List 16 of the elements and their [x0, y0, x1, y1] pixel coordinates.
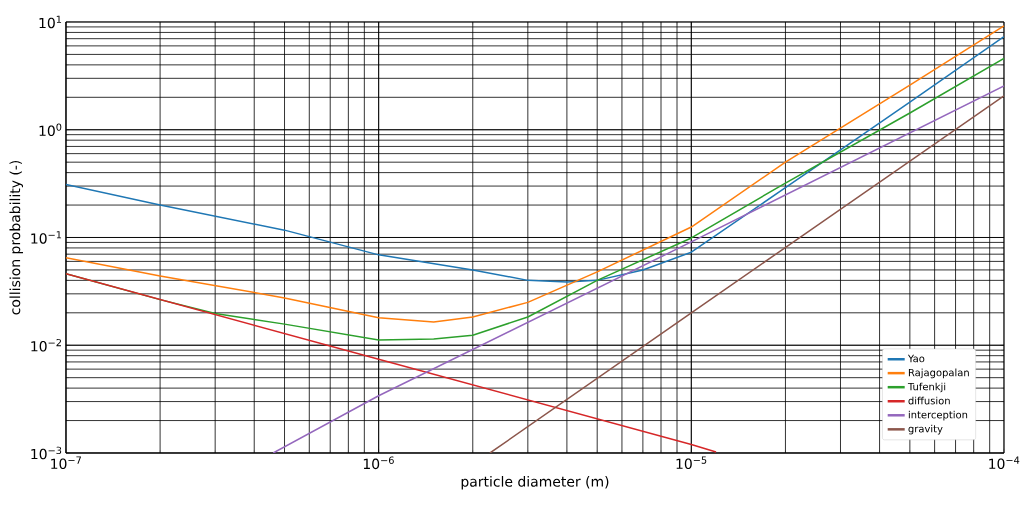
y-axis-title: collision probability (-) — [9, 160, 23, 315]
y-tick-label: 10$^{0}$ — [39, 123, 62, 137]
legend-label: Rajagopalan — [908, 368, 969, 379]
y-tick-label: 10$^{−2}$ — [31, 338, 61, 352]
y-tick-label: 10$^{1}$ — [39, 15, 62, 29]
legend-label: Yao — [907, 354, 925, 363]
x-axis-title: particle diameter (m) — [461, 476, 609, 490]
x-tick-label: 10$^{−4}$ — [989, 456, 1020, 470]
legend-label: interception — [908, 410, 968, 421]
legend-label: diffusion — [908, 396, 950, 405]
x-tick-label: 10$^{−5}$ — [676, 456, 707, 470]
y-tick-label: 10$^{−1}$ — [31, 231, 62, 244]
legend-label: gravity — [908, 424, 943, 435]
x-tick-label: 10$^{−7}$ — [51, 456, 81, 470]
legend-label: Tufenkji — [907, 382, 946, 393]
x-tick-label: 10$^{−6}$ — [363, 456, 394, 470]
